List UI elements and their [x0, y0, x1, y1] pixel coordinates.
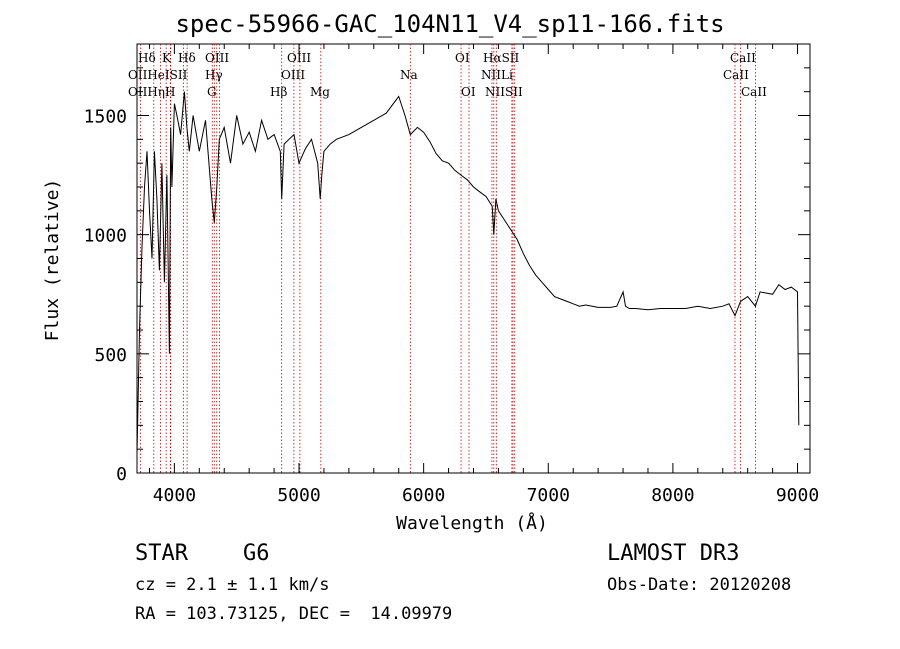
spectral-line-label: G: [207, 85, 217, 99]
obs-date: Obs-Date: 20120208: [607, 575, 792, 595]
y-tick-label: 0: [116, 464, 127, 485]
survey-name: LAMOST DR3: [607, 541, 740, 566]
spectral-line-label: CaII: [730, 51, 756, 65]
spectral-line-label: NIISII: [485, 85, 523, 99]
redshift-cz: cz = 2.1 ± 1.1 km/s: [135, 575, 330, 595]
spectral-line-label: OIIHηH: [128, 85, 175, 99]
x-axis-label: Wavelength (Å): [396, 512, 548, 534]
flux-series-line: [136, 91, 800, 454]
spectral-line-label: Hβ: [270, 85, 287, 99]
spectral-line-label: Na: [400, 68, 418, 82]
x-tick-label: 8000: [651, 485, 694, 506]
object-class: STAR: [135, 541, 188, 566]
spectral-line-label: Hδ: [178, 51, 196, 65]
spectral-line-label: OIII: [205, 51, 229, 65]
coordinates: RA = 103.73125, DEC = 14.09979: [135, 604, 453, 624]
x-tick-label: 4000: [153, 485, 196, 506]
x-tick-label: 5000: [277, 485, 320, 506]
spectral-line-label: OIII: [281, 68, 305, 82]
x-tick-label: 7000: [527, 485, 570, 506]
spectral-line-label: OI: [455, 51, 470, 65]
spectral-line-label: Hδ: [138, 51, 156, 65]
y-tick-label: 1500: [84, 107, 127, 128]
spectral-line-label: NIILi: [481, 68, 513, 82]
y-axis-label: Flux (relative): [42, 179, 63, 342]
spectral-line-label: CaII: [741, 85, 767, 99]
spectral-line-label: OIII: [287, 51, 311, 65]
x-tick-label: 6000: [402, 485, 445, 506]
spectral-line-label: K: [162, 51, 172, 65]
spectral-line-label: HαSII: [483, 51, 520, 65]
spectral-line-label: Mg: [310, 85, 330, 99]
chart-title: spec-55966-GAC_104N11_V4_sp11-166.fits: [175, 10, 725, 38]
x-tick-label: 9000: [776, 485, 819, 506]
object-subclass: G6: [243, 541, 270, 566]
spectral-line-label: Hγ: [205, 68, 223, 82]
spectral-line-label: CaII: [723, 68, 749, 82]
spectral-line-label: OIIHeISII: [128, 68, 188, 82]
y-tick-label: 500: [94, 345, 127, 366]
spectral-line-label: OI: [461, 85, 476, 99]
y-tick-label: 1000: [84, 226, 127, 247]
plot-frame: [136, 43, 811, 474]
